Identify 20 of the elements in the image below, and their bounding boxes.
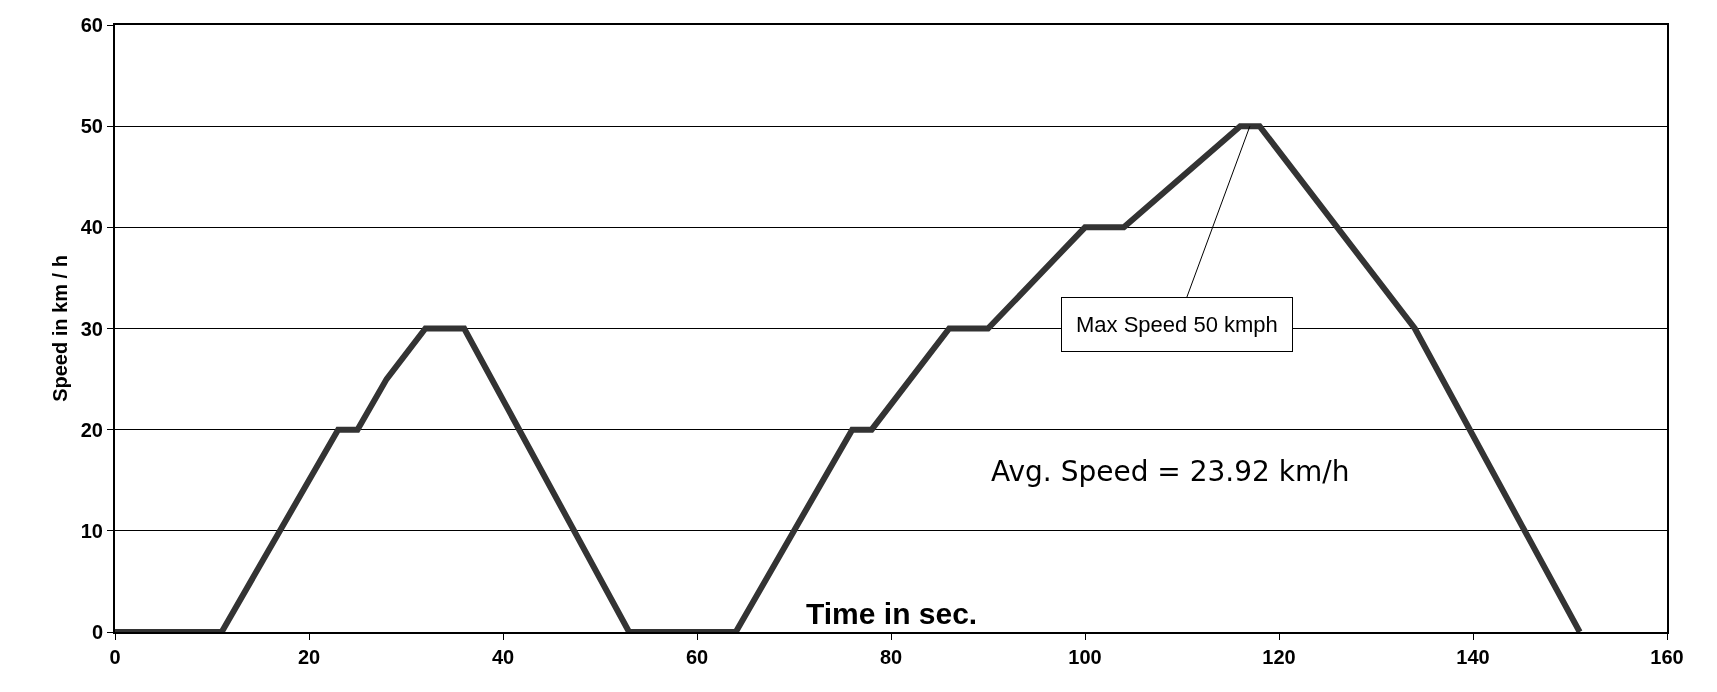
y-axis-title: Speed in km / h [48,255,71,402]
y-tick-label: 10 [80,519,103,542]
annotation: Avg. Speed = 23.92 km/h [991,455,1350,488]
x-tick-label: 100 [1068,646,1102,668]
y-tick-label: 20 [80,418,103,441]
x-tick-label: 80 [879,646,903,668]
x-tick-label: 40 [491,646,515,668]
x-tick-label: 160 [1650,646,1684,668]
y-tick-label: 0 [91,621,103,643]
x-tick-label: 140 [1456,646,1490,668]
x-tick-label: 20 [297,646,321,668]
x-tick-label: 60 [685,646,709,668]
y-tick-label: 50 [80,115,103,138]
x-tick-label: 120 [1262,646,1296,668]
x-axis-title: Time in sec. [806,597,978,630]
x-tick-label: 0 [109,646,121,668]
annotation: Max Speed 50 kmph [1076,312,1278,337]
y-tick-label: 60 [80,14,103,36]
y-tick-label: 30 [80,317,103,340]
y-tick-label: 40 [80,216,103,239]
